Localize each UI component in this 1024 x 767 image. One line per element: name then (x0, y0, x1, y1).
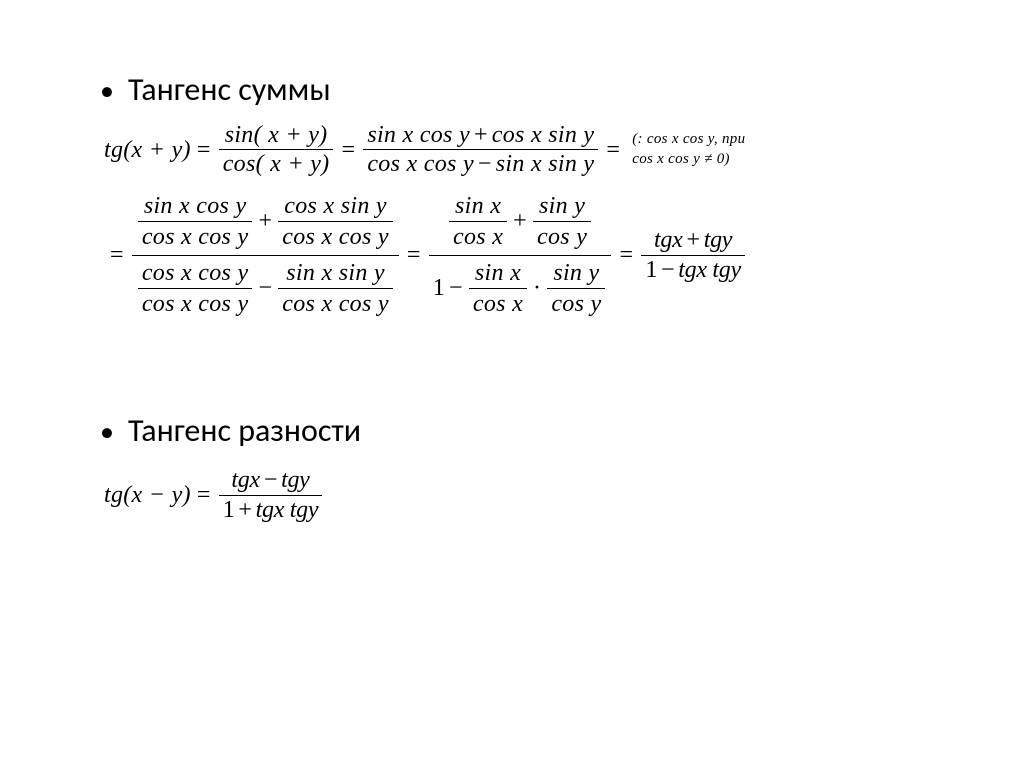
bigfrac-a: sin x cos y cos x cos y + cos x sin y co… (132, 189, 399, 322)
frac-b3: sin x cos x (469, 258, 527, 320)
note: (: cos x cos y, при cos x cos y ≠ 0) (632, 130, 745, 169)
slide: • Тангенс суммы tg(x + y) = sin( x + y) … (0, 0, 1024, 767)
one-b: 1 (433, 275, 445, 301)
frac-b1: sin x cos x (449, 191, 507, 253)
one-d: 1 (223, 497, 235, 523)
bigfrac-b-num: sin x cos x + sin y cos y (443, 189, 597, 255)
eq-2: = (341, 137, 355, 163)
plus-3: + (513, 208, 527, 234)
tgy2: tgy (281, 467, 309, 493)
den-cosxy: cos( x + y) (219, 150, 334, 178)
t2: cos x sin y (492, 122, 595, 148)
b2d: cos y (533, 222, 591, 252)
den-expanded: cos x cos y−sin x sin y (363, 150, 598, 178)
eq-6: = (619, 242, 633, 268)
plus-1: + (474, 122, 488, 148)
minus-5: − (264, 467, 277, 493)
frac-a2: cos x sin y cos x cos y (278, 191, 393, 253)
final-diff-num: tgx−tgy (227, 466, 313, 494)
final-sum-num: tgx+tgy (650, 226, 736, 254)
final-sum-den: 1−tgx tgy (641, 256, 745, 284)
note-line1: (: cos x cos y, при (632, 131, 745, 147)
t1: sin x cos y (367, 122, 470, 148)
b4n: sin y (549, 258, 603, 288)
tgxtgy2: tgx tgy (256, 497, 319, 523)
frac-a1: sin x cos y cos x cos y (138, 191, 253, 253)
note-line2: cos x cos y ≠ 0) (632, 151, 730, 167)
minus-4: − (661, 257, 674, 283)
eq-3: = (606, 137, 620, 163)
formula-diff: tg(x − y) = tgx−tgy 1+tgx tgy (104, 466, 944, 524)
a4d: cos x cos y (278, 289, 393, 319)
eq-7: = (197, 482, 211, 508)
a3d: cos x cos y (138, 289, 253, 319)
bullet-diff: • Тангенс разности (100, 411, 944, 450)
plus-5: + (238, 497, 251, 523)
t4: sin x sin y (496, 151, 595, 177)
a3n: cos x cos y (138, 258, 253, 288)
a2n: cos x sin y (280, 191, 391, 221)
b1n: sin x (451, 191, 505, 221)
frac-a3: cos x cos y cos x cos y (138, 258, 253, 320)
plus-4: + (686, 227, 699, 253)
tgx2: tgx (231, 467, 259, 493)
formula-sum-line1: tg(x + y) = sin( x + y) cos( x + y) = si… (104, 121, 944, 179)
one-c: 1 (645, 257, 657, 283)
bullet-dot-icon-2: • (100, 418, 114, 446)
a4n: sin x sin y (282, 258, 389, 288)
formula-sum-line2: = sin x cos y cos x cos y + cos x sin y … (104, 189, 944, 322)
a2d: cos x cos y (278, 222, 393, 252)
bullet-sum: • Тангенс суммы (100, 70, 944, 109)
eq-4: = (110, 242, 124, 268)
bigfrac-a-num: sin x cos y cos x cos y + cos x sin y co… (132, 189, 399, 255)
eq-1: = (197, 137, 211, 163)
minus-1: − (478, 151, 492, 177)
b3d: cos x (469, 289, 527, 319)
tgy1: tgy (704, 227, 732, 253)
minus-3: − (449, 275, 463, 301)
dot-b: · (533, 275, 541, 301)
bigfrac-a-den: cos x cos y cos x cos y − sin x sin y co… (132, 256, 399, 322)
plus-2: + (258, 208, 272, 234)
frac-b2: sin y cos y (533, 191, 591, 253)
tgx1: tgx (654, 227, 682, 253)
frac-expanded: sin x cos y+cos x sin y cos x cos y−sin … (363, 121, 598, 179)
frac-final-sum: tgx+tgy 1−tgx tgy (641, 226, 745, 284)
bigfrac-b: sin x cos x + sin y cos y 1 − sin x (429, 189, 612, 322)
frac-b4: sin y cos y (547, 258, 605, 320)
final-diff-den: 1+tgx tgy (219, 496, 323, 524)
a1d: cos x cos y (138, 222, 253, 252)
bigfrac-b-den: 1 − sin x cos x · sin y cos y (429, 256, 612, 322)
b1d: cos x (449, 222, 507, 252)
bullet-diff-text: Тангенс разности (128, 411, 361, 450)
tg-x-plus-y: tg(x + y) (104, 137, 191, 163)
num-expanded: sin x cos y+cos x sin y (363, 121, 598, 149)
b2n: sin y (535, 191, 589, 221)
minus-2: − (258, 275, 272, 301)
eq-5: = (407, 242, 421, 268)
frac-a4: sin x sin y cos x cos y (278, 258, 393, 320)
frac-final-diff: tgx−tgy 1+tgx tgy (219, 466, 323, 524)
a1n: sin x cos y (140, 191, 251, 221)
b3n: sin x (471, 258, 525, 288)
num-sinxy: sin( x + y) (221, 121, 332, 149)
tg-x-minus-y: tg(x − y) (104, 482, 191, 508)
tgxtgy1: tgx tgy (678, 257, 741, 283)
bullet-dot-icon: • (100, 77, 114, 105)
t3: cos x cos y (367, 151, 474, 177)
bullet-sum-text: Тангенс суммы (128, 70, 331, 109)
b4d: cos y (547, 289, 605, 319)
frac-sin-cos-xy: sin( x + y) cos( x + y) (219, 121, 334, 179)
